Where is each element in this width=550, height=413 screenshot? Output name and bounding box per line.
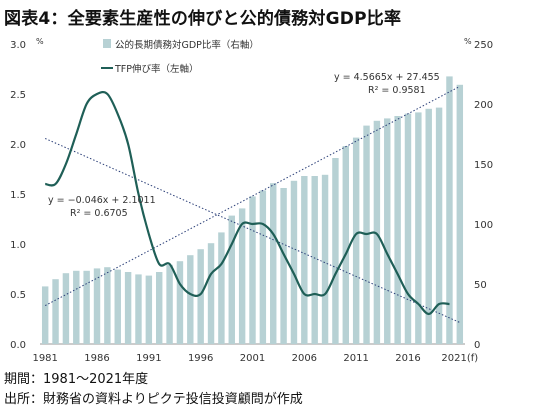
bar	[135, 274, 142, 344]
bar	[404, 113, 412, 344]
bar	[207, 243, 215, 344]
bar	[155, 272, 163, 344]
bar	[290, 180, 298, 344]
trend-right-r2: R² = 0.9581	[368, 85, 426, 96]
bar	[456, 84, 464, 345]
bar	[114, 269, 121, 344]
bar	[249, 196, 256, 344]
right-tick-label: 200	[474, 100, 493, 111]
legend-bar-swatch	[103, 39, 111, 48]
left-tick-label: 2.5	[10, 90, 26, 101]
tfp-line	[45, 91, 450, 316]
bar	[93, 268, 101, 344]
bar	[446, 76, 453, 345]
legend-bar-label: 公的長期債務対GDP比率（右軸）	[115, 39, 259, 51]
legend-line-label: TFP伸び率（左軸）	[114, 63, 199, 75]
left-tick-label: 2.0	[10, 140, 26, 151]
bar	[104, 267, 111, 344]
right-tick-label: 100	[474, 220, 493, 231]
x-tick-label: 1991	[136, 353, 161, 364]
left-tick-label: 0.0	[10, 340, 26, 351]
bar	[62, 273, 70, 344]
bar	[259, 190, 267, 344]
x-tick-label: 2001	[240, 353, 265, 364]
bar	[352, 137, 360, 344]
right-tick-label: 150	[474, 160, 493, 171]
bar	[280, 188, 287, 344]
bar	[332, 158, 339, 344]
bar	[145, 275, 153, 344]
trendline	[44, 85, 461, 307]
bar	[373, 120, 381, 344]
trend-left-equation: y = −0.046x + 2.1011	[48, 195, 156, 206]
bar	[166, 264, 173, 344]
bar	[187, 255, 194, 344]
right-tick-label: 0	[474, 340, 480, 351]
bar	[384, 118, 391, 345]
bar	[394, 116, 401, 344]
bar	[124, 272, 132, 344]
x-tick-label: 2021(f)	[441, 353, 478, 364]
tick-labels: 0.0 0.5 1.0 1.5 2.0 2.5 3.0 % 0 50 100 150 200 250% 19…	[10, 37, 493, 364]
bar	[270, 183, 277, 344]
left-tick-label: 0.5	[10, 290, 26, 301]
left-tick-label: 1.0	[10, 240, 26, 251]
bar	[342, 146, 350, 344]
bar	[228, 215, 235, 344]
bar	[176, 261, 184, 344]
bar	[435, 107, 443, 344]
x-tick-label: 2011	[343, 353, 368, 364]
x-tick-label: 1986	[84, 353, 109, 364]
bar	[301, 176, 308, 344]
right-unit-label: %	[464, 37, 472, 46]
trend-left-r2: R² = 0.6705	[70, 208, 128, 219]
bar	[238, 208, 246, 344]
bar	[197, 249, 204, 344]
trendlines	[44, 85, 461, 323]
x-tick-label: 2016	[395, 353, 420, 364]
bar	[41, 286, 49, 344]
x-tick-label: 1981	[32, 353, 57, 364]
bar	[425, 108, 432, 344]
right-tick-label: 50	[474, 280, 487, 291]
tfp-line-group	[45, 91, 450, 316]
trend-right-equation: y = 4.5665x + 27.455	[334, 72, 440, 83]
period-note: 期間：1981〜2021年度	[4, 372, 149, 387]
left-tick-label: 3.0	[10, 40, 26, 51]
chart-title: 図表4：全要素生産性の伸びと公的債務対GDP比率	[4, 9, 402, 29]
bar	[73, 270, 80, 344]
right-tick-label: 250	[474, 40, 493, 51]
left-tick-label: 1.5	[10, 190, 26, 201]
x-tick-label: 1996	[188, 353, 213, 364]
left-unit-label: %	[36, 37, 44, 46]
bar	[52, 279, 59, 344]
bar	[321, 174, 329, 344]
bar	[218, 232, 225, 344]
trend-annotations: y = −0.046x + 2.1011 R² = 0.6705 y = 4.566…	[48, 72, 440, 219]
legend: 公的長期債務対GDP比率（右軸） TFP伸び率（左軸）	[101, 39, 259, 75]
bar	[311, 176, 318, 344]
x-tick-label: 2006	[292, 353, 317, 364]
bar	[415, 112, 422, 345]
bar	[83, 270, 90, 344]
source-note: 出所：財務省の資料よりピクテ投信投資顧問が作成	[4, 392, 303, 407]
trendline	[44, 138, 461, 323]
